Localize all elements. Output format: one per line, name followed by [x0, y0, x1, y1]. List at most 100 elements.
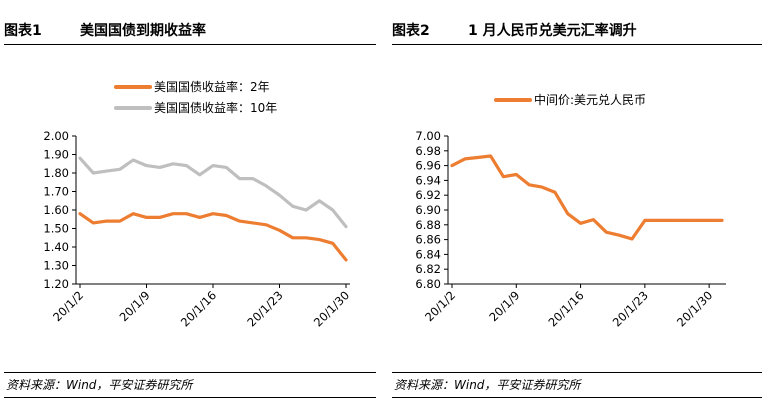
- data-point: [172, 212, 174, 215]
- y-tick-label: 1.20: [43, 277, 69, 291]
- y-tick-label: 6.86: [415, 233, 441, 247]
- footer-rule: [4, 372, 376, 373]
- y-tick-label: 6.82: [415, 262, 441, 276]
- data-point: [238, 177, 241, 180]
- data-point: [252, 177, 254, 180]
- y-tick-label: 1.80: [43, 166, 69, 180]
- data-point: [185, 212, 188, 215]
- data-point: [278, 194, 281, 196]
- data-point: [305, 237, 307, 239]
- chart-header: 图表2 1 月人民币兑美元汇率调升: [392, 20, 766, 42]
- data-point: [225, 214, 228, 217]
- chart-panel-us-treasury: 图表1 美国国债到期收益率 1.20 1.30 1.40 1.50 1.60 1.70 1.8…: [0, 0, 380, 415]
- source-note: 资料来源：Wind，平安证券研究所: [6, 378, 193, 392]
- data-point: [502, 175, 505, 178]
- usdcny-central-parity-chart: 6.806.826.846.866.886.906.926.946.966.98…: [415, 92, 726, 329]
- data-point: [145, 216, 148, 219]
- data-point: [345, 225, 347, 228]
- data-point: [618, 234, 620, 236]
- header-rule: [4, 44, 376, 45]
- data-point: [515, 173, 518, 176]
- data-point: [132, 212, 134, 215]
- y-tick-label: 6.92: [415, 188, 441, 202]
- y-tick-label: 1.60: [43, 203, 69, 217]
- data-point: [656, 219, 659, 222]
- data-point: [644, 219, 646, 222]
- y-tick-label: 6.80: [415, 277, 441, 291]
- y-tick-label: 6.94: [415, 173, 441, 187]
- data-point: [476, 156, 479, 159]
- data-point: [105, 170, 108, 172]
- y-tick-label: 1.40: [43, 240, 69, 254]
- source-note: 资料来源：Wind，平安证券研究所: [394, 378, 581, 392]
- y-tick-label: 1.70: [43, 185, 69, 199]
- data-point: [119, 220, 121, 222]
- series-line: [450, 154, 724, 241]
- y-tick-label: 6.84: [415, 247, 441, 261]
- data-point: [451, 164, 453, 167]
- y-tick-label: 6.96: [415, 159, 441, 173]
- data-point: [682, 219, 685, 222]
- y-tick-label: 7.00: [415, 129, 441, 143]
- figure-number: 图表1: [4, 23, 42, 39]
- data-point: [238, 220, 241, 222]
- x-tick-label: 20/1/23: [610, 288, 651, 329]
- x-tick-label: 20/1/23: [244, 288, 285, 329]
- data-point: [331, 242, 334, 245]
- data-point: [159, 166, 161, 169]
- data-point: [225, 166, 228, 169]
- series-line: [78, 156, 348, 229]
- y-tick-label: 1.50: [43, 222, 69, 236]
- data-point: [172, 163, 174, 165]
- y-tick-label: 1.30: [43, 259, 69, 273]
- footer-rule-bottom: [392, 397, 762, 398]
- x-tick-label: 20/1/30: [311, 288, 352, 329]
- data-point: [631, 238, 633, 240]
- data-point: [566, 212, 569, 215]
- header-rule: [392, 44, 762, 45]
- legend-label: 美国国债收益率：2年: [154, 79, 270, 94]
- data-point: [489, 155, 492, 157]
- footer-rule: [392, 372, 762, 373]
- data-point: [252, 222, 254, 224]
- data-point: [331, 209, 334, 211]
- data-point: [79, 212, 81, 215]
- data-point: [119, 168, 121, 171]
- x-tick-label: 20/1/9: [486, 288, 522, 324]
- legend-label: 美国国债收益率：10年: [154, 100, 277, 115]
- data-point: [305, 209, 307, 211]
- data-point: [212, 212, 214, 215]
- data-point: [79, 157, 81, 159]
- data-point: [318, 200, 321, 202]
- data-point: [145, 164, 148, 167]
- footer-rule-bottom: [4, 397, 376, 398]
- x-tick-label: 20/1/9: [117, 288, 153, 324]
- data-point: [265, 185, 268, 187]
- data-point: [212, 164, 214, 167]
- data-point: [669, 219, 672, 222]
- data-point: [345, 259, 347, 261]
- x-tick-label: 20/1/2: [50, 288, 86, 324]
- data-point: [605, 231, 608, 233]
- chart-title: 1 月人民币兑美元汇率调升: [468, 23, 637, 39]
- data-point: [541, 186, 543, 188]
- chart-title: 美国国债到期收益率: [80, 23, 206, 39]
- data-point: [92, 172, 95, 174]
- data-point: [185, 164, 188, 167]
- data-point: [579, 222, 582, 225]
- y-tick-label: 1.90: [43, 148, 69, 162]
- data-point: [554, 191, 556, 193]
- data-point: [132, 159, 134, 161]
- data-point: [292, 205, 294, 208]
- x-tick-label: 20/1/2: [422, 288, 458, 324]
- data-point: [592, 218, 595, 221]
- data-point: [198, 216, 201, 219]
- y-tick-label: 6.98: [415, 144, 441, 158]
- chart-header: 图表1 美国国债到期收益率: [4, 20, 380, 42]
- figure-number: 图表2: [392, 23, 430, 39]
- data-point: [198, 174, 201, 176]
- y-tick-label: 2.00: [43, 129, 69, 143]
- data-point: [278, 229, 281, 232]
- legend-label: 中间价:美元兑人民币: [534, 92, 646, 107]
- data-point: [159, 216, 161, 219]
